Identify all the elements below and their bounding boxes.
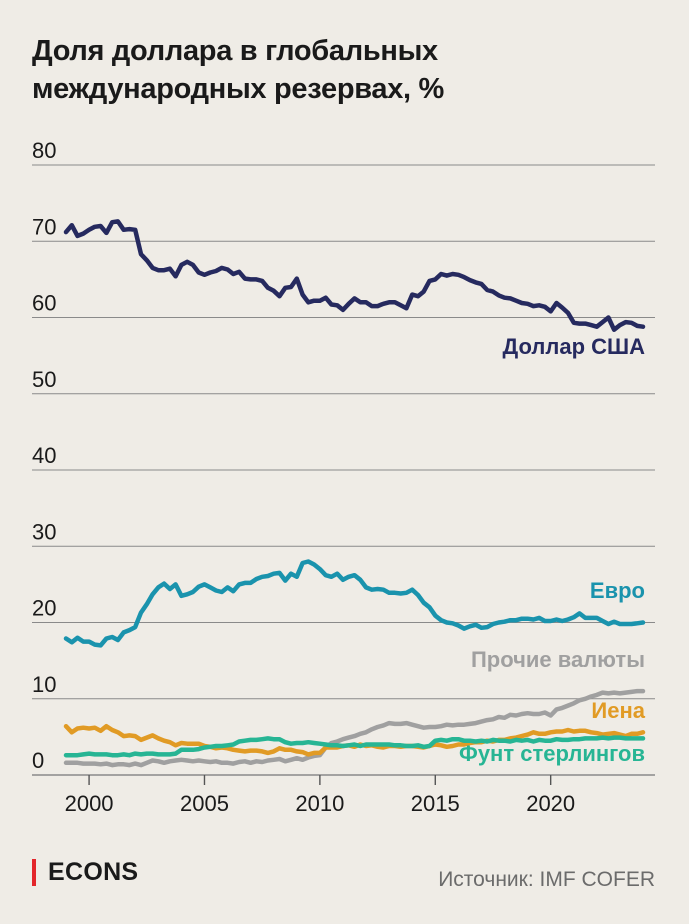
series-label-jpy: Иена bbox=[591, 698, 645, 723]
series-label-usd: Доллар США bbox=[503, 334, 646, 359]
x-tick-label: 2015 bbox=[411, 791, 460, 816]
y-tick-label: 60 bbox=[32, 291, 56, 316]
x-tick-label: 2005 bbox=[180, 791, 229, 816]
source-note: Источник: IMF COFER bbox=[438, 868, 655, 891]
y-tick-label: 70 bbox=[32, 214, 56, 239]
y-tick-label: 50 bbox=[32, 367, 56, 392]
series-label-other: Прочие валюты bbox=[471, 647, 645, 672]
y-tick-label: 20 bbox=[32, 596, 56, 621]
y-tick-label: 80 bbox=[32, 138, 56, 163]
brand-logo: ECONS bbox=[32, 858, 138, 887]
series-line-gbp bbox=[63, 735, 646, 758]
series-line-eur bbox=[63, 559, 646, 648]
y-tick-label: 10 bbox=[32, 672, 56, 697]
series-line-other bbox=[63, 688, 646, 768]
x-tick-label: 2010 bbox=[295, 791, 344, 816]
y-tick-label: 0 bbox=[32, 748, 44, 773]
series-label-gbp: Фунт стерлингов bbox=[459, 741, 645, 766]
y-tick-label: 30 bbox=[32, 519, 56, 544]
y-tick-label: 40 bbox=[32, 443, 56, 468]
brand-name: ECONS bbox=[48, 858, 139, 886]
chart-title: Доля доллара в глобальных международных … bbox=[32, 35, 445, 105]
series-line-usd bbox=[63, 219, 646, 332]
brand-bar-icon bbox=[32, 859, 36, 886]
x-tick-label: 2000 bbox=[65, 791, 114, 816]
series-label-eur: Евро bbox=[590, 578, 645, 603]
x-tick-label: 2020 bbox=[526, 791, 575, 816]
